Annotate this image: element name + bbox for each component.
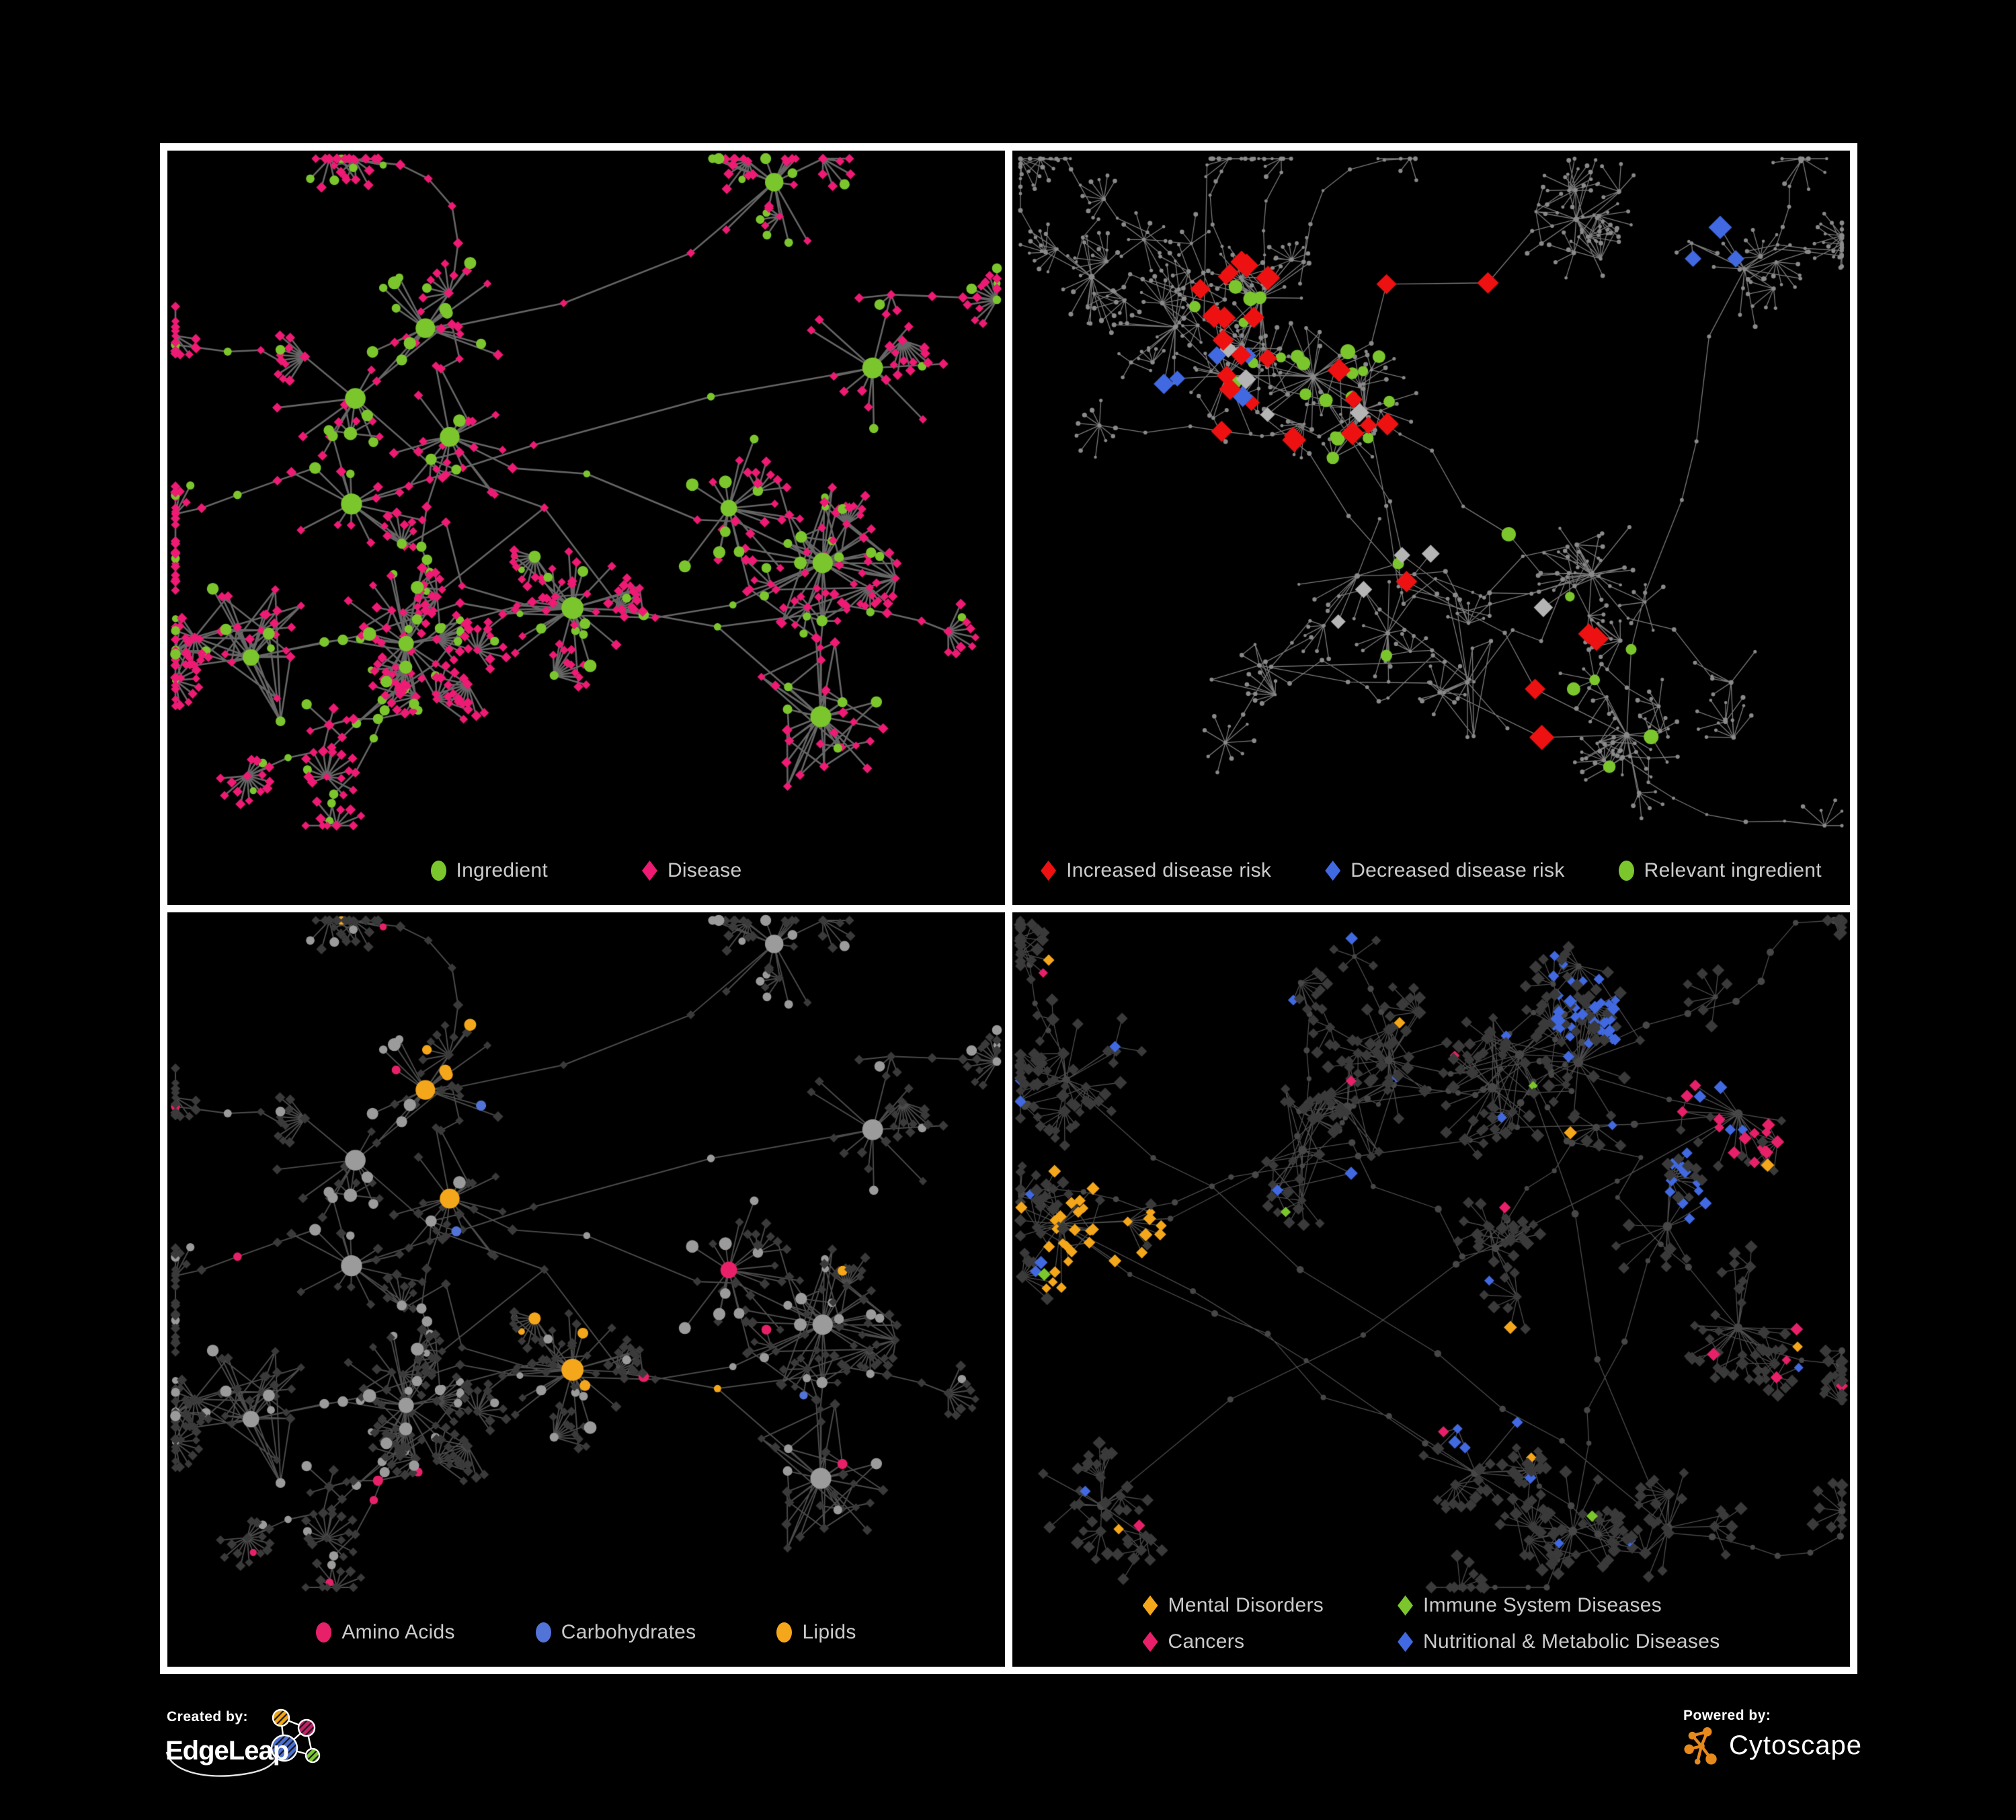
ingredient-swatch-icon [430,861,446,881]
panel-disease-class: Mental Disorders Immune System Diseases … [1012,912,1850,1667]
disease-risk-network-canvas [1012,151,1850,905]
edgeleap-node-green [305,1747,321,1764]
legend-label: Lipids [802,1621,856,1643]
legend-item-relevant-ingredient: Relevant ingredient [1618,859,1822,882]
legend-item-decreased-disease-risk: Decreased disease risk [1325,859,1564,882]
disease-class-legend: Mental Disorders Immune System Diseases … [1012,1594,1850,1653]
edgeleap-swoosh [165,1751,279,1777]
ingredient-disease-legend: Ingredient Disease [167,859,1005,882]
legend-label: Cancers [1168,1630,1245,1653]
disease-swatch-icon [641,861,657,881]
disease-class-network-canvas [1012,912,1850,1667]
mental-disorders-swatch-icon [1142,1595,1158,1616]
legend-label: Decreased disease risk [1350,859,1565,881]
legend-item-mental-disorders: Mental Disorders [1142,1594,1324,1617]
immune-system-diseases-swatch-icon [1398,1595,1414,1616]
network-grid: Ingredient Disease Increased disease ris… [160,143,1857,1674]
powered-by-label: Powered by: [1683,1708,1771,1723]
legend-item-cancers: Cancers [1142,1630,1324,1653]
lipids-swatch-icon [776,1622,793,1643]
amino-acids-swatch-icon [316,1622,332,1643]
chemical-class-legend: Amino Acids Carbohydrates Lipids [167,1621,1005,1644]
legend-label: Increased disease risk [1066,859,1272,881]
edgeleap-wordmark: EdgeLeap [165,1736,288,1766]
panel-disease-risk: Increased disease risk Decreased disease… [1012,151,1850,905]
edgeleap-node-magenta [297,1718,316,1737]
cytoscape-wordmark: Cytoscape [1729,1730,1862,1760]
legend-label: Mental Disorders [1168,1594,1324,1616]
cancers-swatch-icon [1142,1632,1158,1652]
legend-label: Ingredient [456,859,548,881]
panel-ingredient-disease: Ingredient Disease [167,151,1005,905]
legend-item-nutritional-metabolic-diseases: Nutritional & Metabolic Diseases [1398,1630,1720,1653]
edgeleap-node-blue [270,1734,298,1762]
legend-item-lipids: Lipids [776,1621,856,1644]
created-by-label: Created by: [167,1709,249,1725]
legend-label: Immune System Diseases [1423,1594,1662,1616]
legend-item-ingredient: Ingredient [430,859,548,882]
legend-item-disease: Disease [641,859,742,882]
cytoscape-logo: Cytoscape [1683,1725,1862,1766]
chemical-class-network-canvas [167,912,1005,1667]
legend-item-carbohydrates: Carbohydrates [535,1621,696,1644]
carbohydrates-swatch-icon [535,1622,551,1643]
disease-risk-legend: Increased disease risk Decreased disease… [1012,859,1850,882]
increased-risk-swatch-icon [1041,861,1057,881]
panel-chemical-class: Amino Acids Carbohydrates Lipids [167,912,1005,1667]
legend-item-immune-system-diseases: Immune System Diseases [1398,1594,1720,1617]
legend-label: Relevant ingredient [1644,859,1822,881]
cytoscape-icon [1684,1727,1717,1765]
legend-label: Carbohydrates [561,1621,696,1643]
legend-item-amino-acids: Amino Acids [316,1621,454,1644]
legend-item-increased-disease-risk: Increased disease risk [1041,859,1271,882]
decreased-risk-swatch-icon [1325,861,1341,881]
relevant-ingredient-swatch-icon [1618,861,1634,881]
nutritional-metabolic-swatch-icon [1398,1632,1414,1652]
edgeleap-node-orange [272,1708,290,1727]
ingredient-disease-network-canvas [167,151,1005,905]
edgeleap-logo: EdgeLeap [165,1708,321,1777]
legend-label: Amino Acids [341,1621,455,1643]
legend-label: Nutritional & Metabolic Diseases [1423,1630,1720,1653]
legend-label: Disease [667,859,742,881]
